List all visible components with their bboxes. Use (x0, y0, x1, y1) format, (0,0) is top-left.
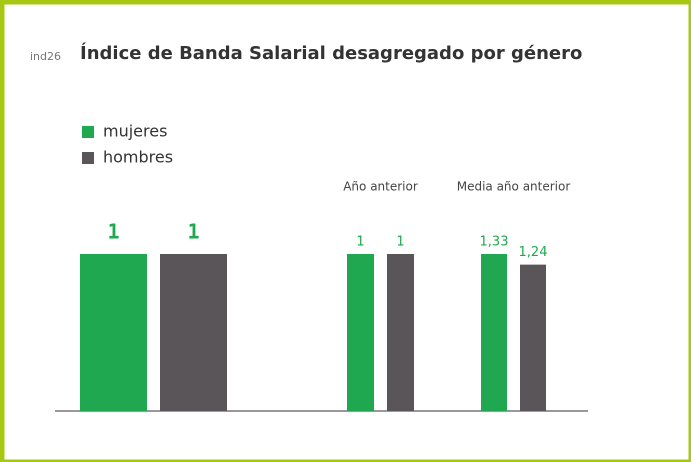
value-label: 1 (396, 235, 404, 250)
bar (481, 254, 507, 411)
category-label: Año anterior (343, 180, 418, 194)
value-label: 1,33 (480, 235, 509, 250)
bar (80, 254, 147, 411)
legend-label: hombres (103, 148, 173, 167)
legend-swatch (82, 152, 94, 164)
value-label: 1 (107, 220, 119, 244)
chart-title: Índice de Banda Salarial desagregado por… (80, 42, 582, 64)
indicator-code: ind26 (30, 50, 61, 63)
legend-swatch (82, 126, 94, 138)
legend-label: mujeres (103, 122, 167, 141)
value-label: 1 (187, 220, 199, 244)
category-label: Media año anterior (457, 180, 571, 194)
value-label: 1,24 (519, 245, 548, 260)
bar (387, 254, 414, 411)
bar (520, 264, 546, 411)
value-label: 1 (356, 235, 364, 250)
bar (160, 254, 227, 411)
bar (347, 254, 374, 411)
